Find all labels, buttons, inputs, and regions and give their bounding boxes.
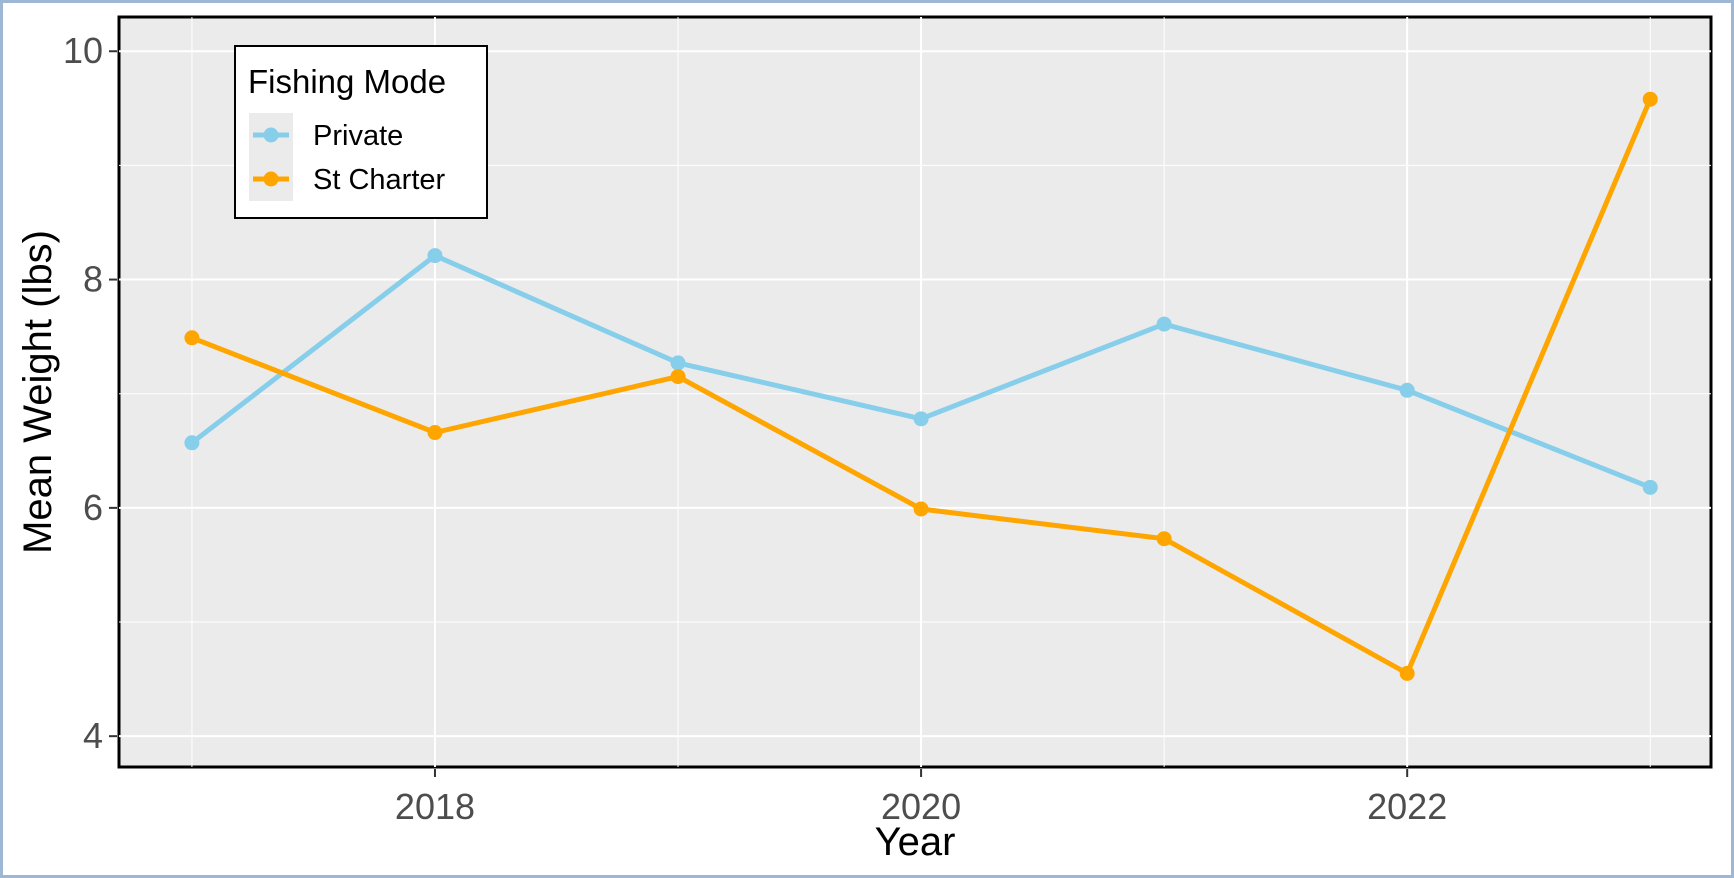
data-point-private (1399, 382, 1415, 398)
y-tick-label: 4 (83, 715, 103, 756)
y-tick-label: 8 (83, 259, 103, 300)
data-point-st-charter (184, 330, 200, 346)
y-tick-label: 10 (63, 30, 103, 71)
y-tick-label: 6 (83, 487, 103, 528)
series-points (184, 91, 1658, 681)
data-point-st-charter (913, 501, 929, 517)
x-axis: 2018 2020 2022 (395, 769, 1447, 827)
x-tick-label: 2018 (395, 786, 475, 827)
x-tick-label: 2020 (881, 786, 961, 827)
data-point-private (670, 355, 686, 371)
legend-title: Fishing Mode (248, 63, 446, 100)
data-point-st-charter (1156, 531, 1172, 547)
data-point-private (184, 435, 200, 451)
data-point-private (427, 248, 443, 264)
legend-items: Private St Charter (249, 113, 445, 201)
x-axis-title: Year (875, 820, 956, 864)
legend-label-st-charter: St Charter (313, 164, 445, 196)
data-point-st-charter (427, 425, 443, 441)
data-point-private (1156, 316, 1172, 332)
data-point-private (913, 411, 929, 427)
data-point-private (1642, 479, 1658, 495)
x-tick-label: 2022 (1367, 786, 1447, 827)
line-chart: 2018 2020 2022 4 6 8 10 Year Mean Weight (lbs… (16, 15, 1713, 864)
y-axis-title: Mean Weight (lbs) (16, 230, 60, 554)
data-point-st-charter (1399, 665, 1415, 681)
legend-key-point-st-charter (263, 171, 279, 187)
data-point-st-charter (670, 369, 686, 385)
legend: Fishing Mode Private St Charter (234, 45, 488, 219)
legend-label-private: Private (313, 120, 403, 152)
legend-key-point-private (263, 127, 279, 143)
y-axis: 4 6 8 10 (63, 30, 117, 756)
data-point-st-charter (1642, 91, 1658, 107)
